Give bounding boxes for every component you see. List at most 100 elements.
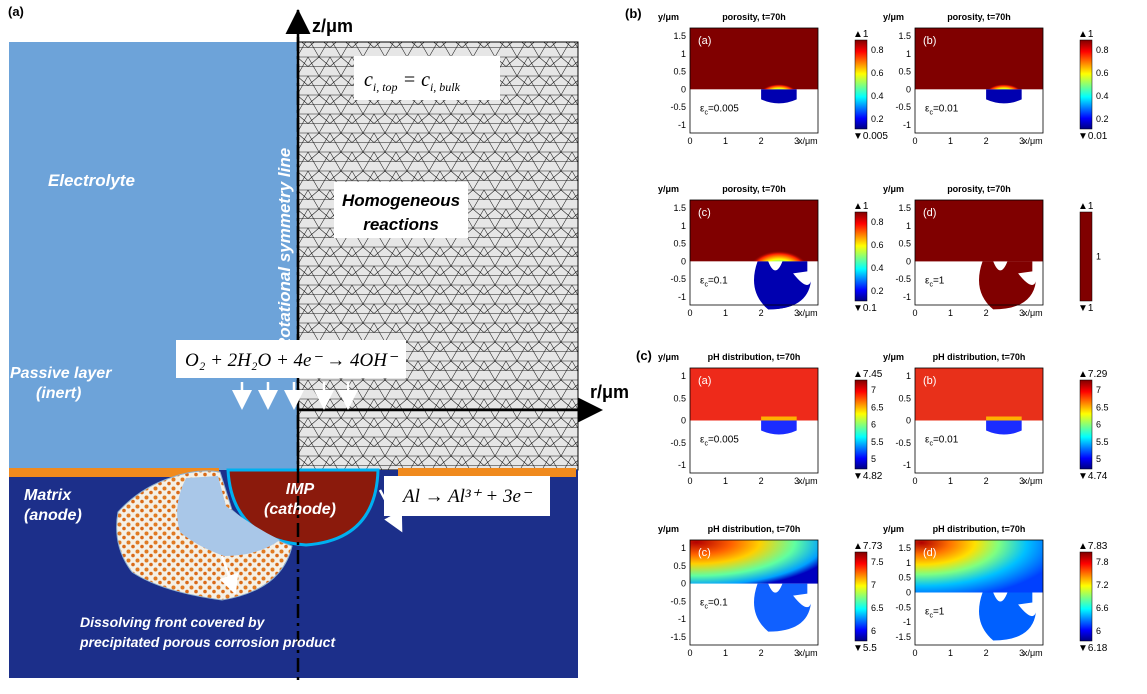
epsilon-value: =0.01 bbox=[933, 435, 959, 446]
y-tick-label: -1 bbox=[903, 292, 911, 302]
pit-domain bbox=[761, 420, 797, 435]
panel-a-label: (a) bbox=[8, 4, 24, 19]
colorbar-max: ▲1 bbox=[1078, 29, 1094, 40]
colorbar-tick: 0.6 bbox=[1096, 68, 1109, 78]
pit-domain bbox=[754, 583, 811, 632]
y-axis-label: y/μm bbox=[658, 352, 679, 362]
colorbar-min: ▼0.005 bbox=[853, 131, 888, 142]
y-axis-label: y/μm bbox=[658, 12, 679, 22]
x-tick-label: 1 bbox=[723, 648, 728, 658]
x-tick-label: 3 bbox=[1019, 476, 1024, 486]
colorbar-tick: 0.4 bbox=[1096, 91, 1109, 101]
symmetry-label: Rotational symmetry line bbox=[275, 148, 294, 350]
plot-title: porosity, t=70h bbox=[947, 12, 1011, 22]
plot-frame bbox=[914, 367, 1044, 474]
colorbar-tick: 5 bbox=[1096, 454, 1101, 464]
y-tick-label: 0.5 bbox=[673, 393, 686, 403]
colorbar-tick: 0.6 bbox=[871, 68, 884, 78]
epsilon-subscript: c bbox=[929, 281, 933, 288]
pit-domain-low bbox=[754, 261, 811, 310]
y-tick-label: -0.5 bbox=[895, 438, 911, 448]
subplot-tag: (d) bbox=[923, 547, 936, 559]
imp-particle bbox=[226, 468, 380, 547]
y-tick-label: 1.5 bbox=[898, 203, 911, 213]
epsilon-label: εc=0.1 bbox=[700, 275, 728, 288]
epsilon-label: εc=1 bbox=[925, 607, 945, 620]
x-axis-label: x/μm bbox=[798, 308, 818, 318]
electrolyte-region bbox=[9, 42, 298, 470]
x-axis-label: x/μm bbox=[798, 648, 818, 658]
subplot-tag: (b) bbox=[923, 375, 936, 387]
y-tick-label: -0.5 bbox=[895, 102, 911, 112]
plot-frame bbox=[689, 367, 819, 474]
colorbar bbox=[1079, 211, 1093, 302]
colorbar-max: ▲1 bbox=[1078, 201, 1094, 212]
y-tick-label: 0 bbox=[906, 84, 911, 94]
y-tick-label: 0.5 bbox=[673, 239, 686, 249]
colorbar-max: ▲7.29 bbox=[1078, 369, 1108, 380]
panel-c-label: (c) bbox=[636, 348, 652, 363]
y-tick-label: -1 bbox=[678, 120, 686, 130]
epsilon-symbol: ε bbox=[700, 103, 705, 114]
y-tick-label: 1 bbox=[906, 49, 911, 59]
colorbar bbox=[1079, 39, 1093, 130]
y-tick-label: -0.5 bbox=[670, 438, 686, 448]
colorbar-tick: 7 bbox=[1096, 385, 1101, 395]
colorbar bbox=[854, 551, 868, 642]
colorbar-tick: 7.5 bbox=[871, 557, 884, 567]
colorbar-tick: 5.5 bbox=[871, 437, 884, 447]
panel-a: (a) z/μm r/μm Rotational symmetry line E… bbox=[8, 4, 629, 685]
plot-title: pH distribution, t=70h bbox=[933, 524, 1026, 534]
y-axis-label: y/μm bbox=[883, 184, 904, 194]
field-upper bbox=[915, 28, 1043, 90]
epsilon-value: =0.1 bbox=[708, 275, 728, 286]
x-tick-label: 1 bbox=[723, 308, 728, 318]
y-tick-label: 0 bbox=[681, 84, 686, 94]
y-tick-label: 0.5 bbox=[898, 573, 911, 583]
epsilon-symbol: ε bbox=[925, 103, 930, 114]
imp-label-1: IMP bbox=[286, 481, 315, 498]
field-upper bbox=[690, 28, 818, 90]
colorbar-tick: 6 bbox=[1096, 420, 1101, 430]
colorbar-max: ▲7.45 bbox=[853, 369, 883, 380]
x-tick-label: 1 bbox=[948, 648, 953, 658]
y-axis-label: y/μm bbox=[658, 524, 679, 534]
x-tick-label: 2 bbox=[759, 136, 764, 146]
colorbar-tick: 6 bbox=[871, 626, 876, 636]
y-tick-label: 0.5 bbox=[673, 561, 686, 571]
y-tick-label: -0.5 bbox=[670, 596, 686, 606]
anodic-box bbox=[384, 476, 550, 516]
pit-domain bbox=[986, 420, 1022, 435]
x-tick-label: 3 bbox=[1019, 648, 1024, 658]
field-upper bbox=[915, 368, 1043, 421]
y-tick-label: -1 bbox=[678, 614, 686, 624]
field-upper bbox=[915, 200, 1043, 262]
y-axis-label: y/μm bbox=[883, 352, 904, 362]
imp-label-2: (cathode) bbox=[264, 501, 336, 518]
y-tick-label: 1 bbox=[681, 371, 686, 381]
x-tick-label: 1 bbox=[948, 308, 953, 318]
colorbar-min: ▼0.1 bbox=[853, 303, 877, 314]
x-tick-label: 2 bbox=[984, 476, 989, 486]
y-tick-label: -0.5 bbox=[895, 274, 911, 284]
front-label-1: Dissolving front covered by bbox=[80, 614, 266, 630]
x-axis-label: x/μm bbox=[798, 136, 818, 146]
x-tick-label: 2 bbox=[984, 136, 989, 146]
subplot-tag: (a) bbox=[698, 375, 711, 387]
x-tick-label: 1 bbox=[723, 476, 728, 486]
y-tick-label: 0 bbox=[681, 416, 686, 426]
plot-title: porosity, t=70h bbox=[722, 184, 786, 194]
x-tick-label: 2 bbox=[759, 648, 764, 658]
x-tick-label: 0 bbox=[912, 136, 917, 146]
epsilon-label: εc=0.1 bbox=[700, 598, 728, 611]
x-tick-label: 0 bbox=[912, 308, 917, 318]
colorbar-tick: 0.2 bbox=[1096, 114, 1109, 124]
y-tick-label: 0 bbox=[906, 256, 911, 266]
pit-domain-low bbox=[761, 89, 797, 104]
